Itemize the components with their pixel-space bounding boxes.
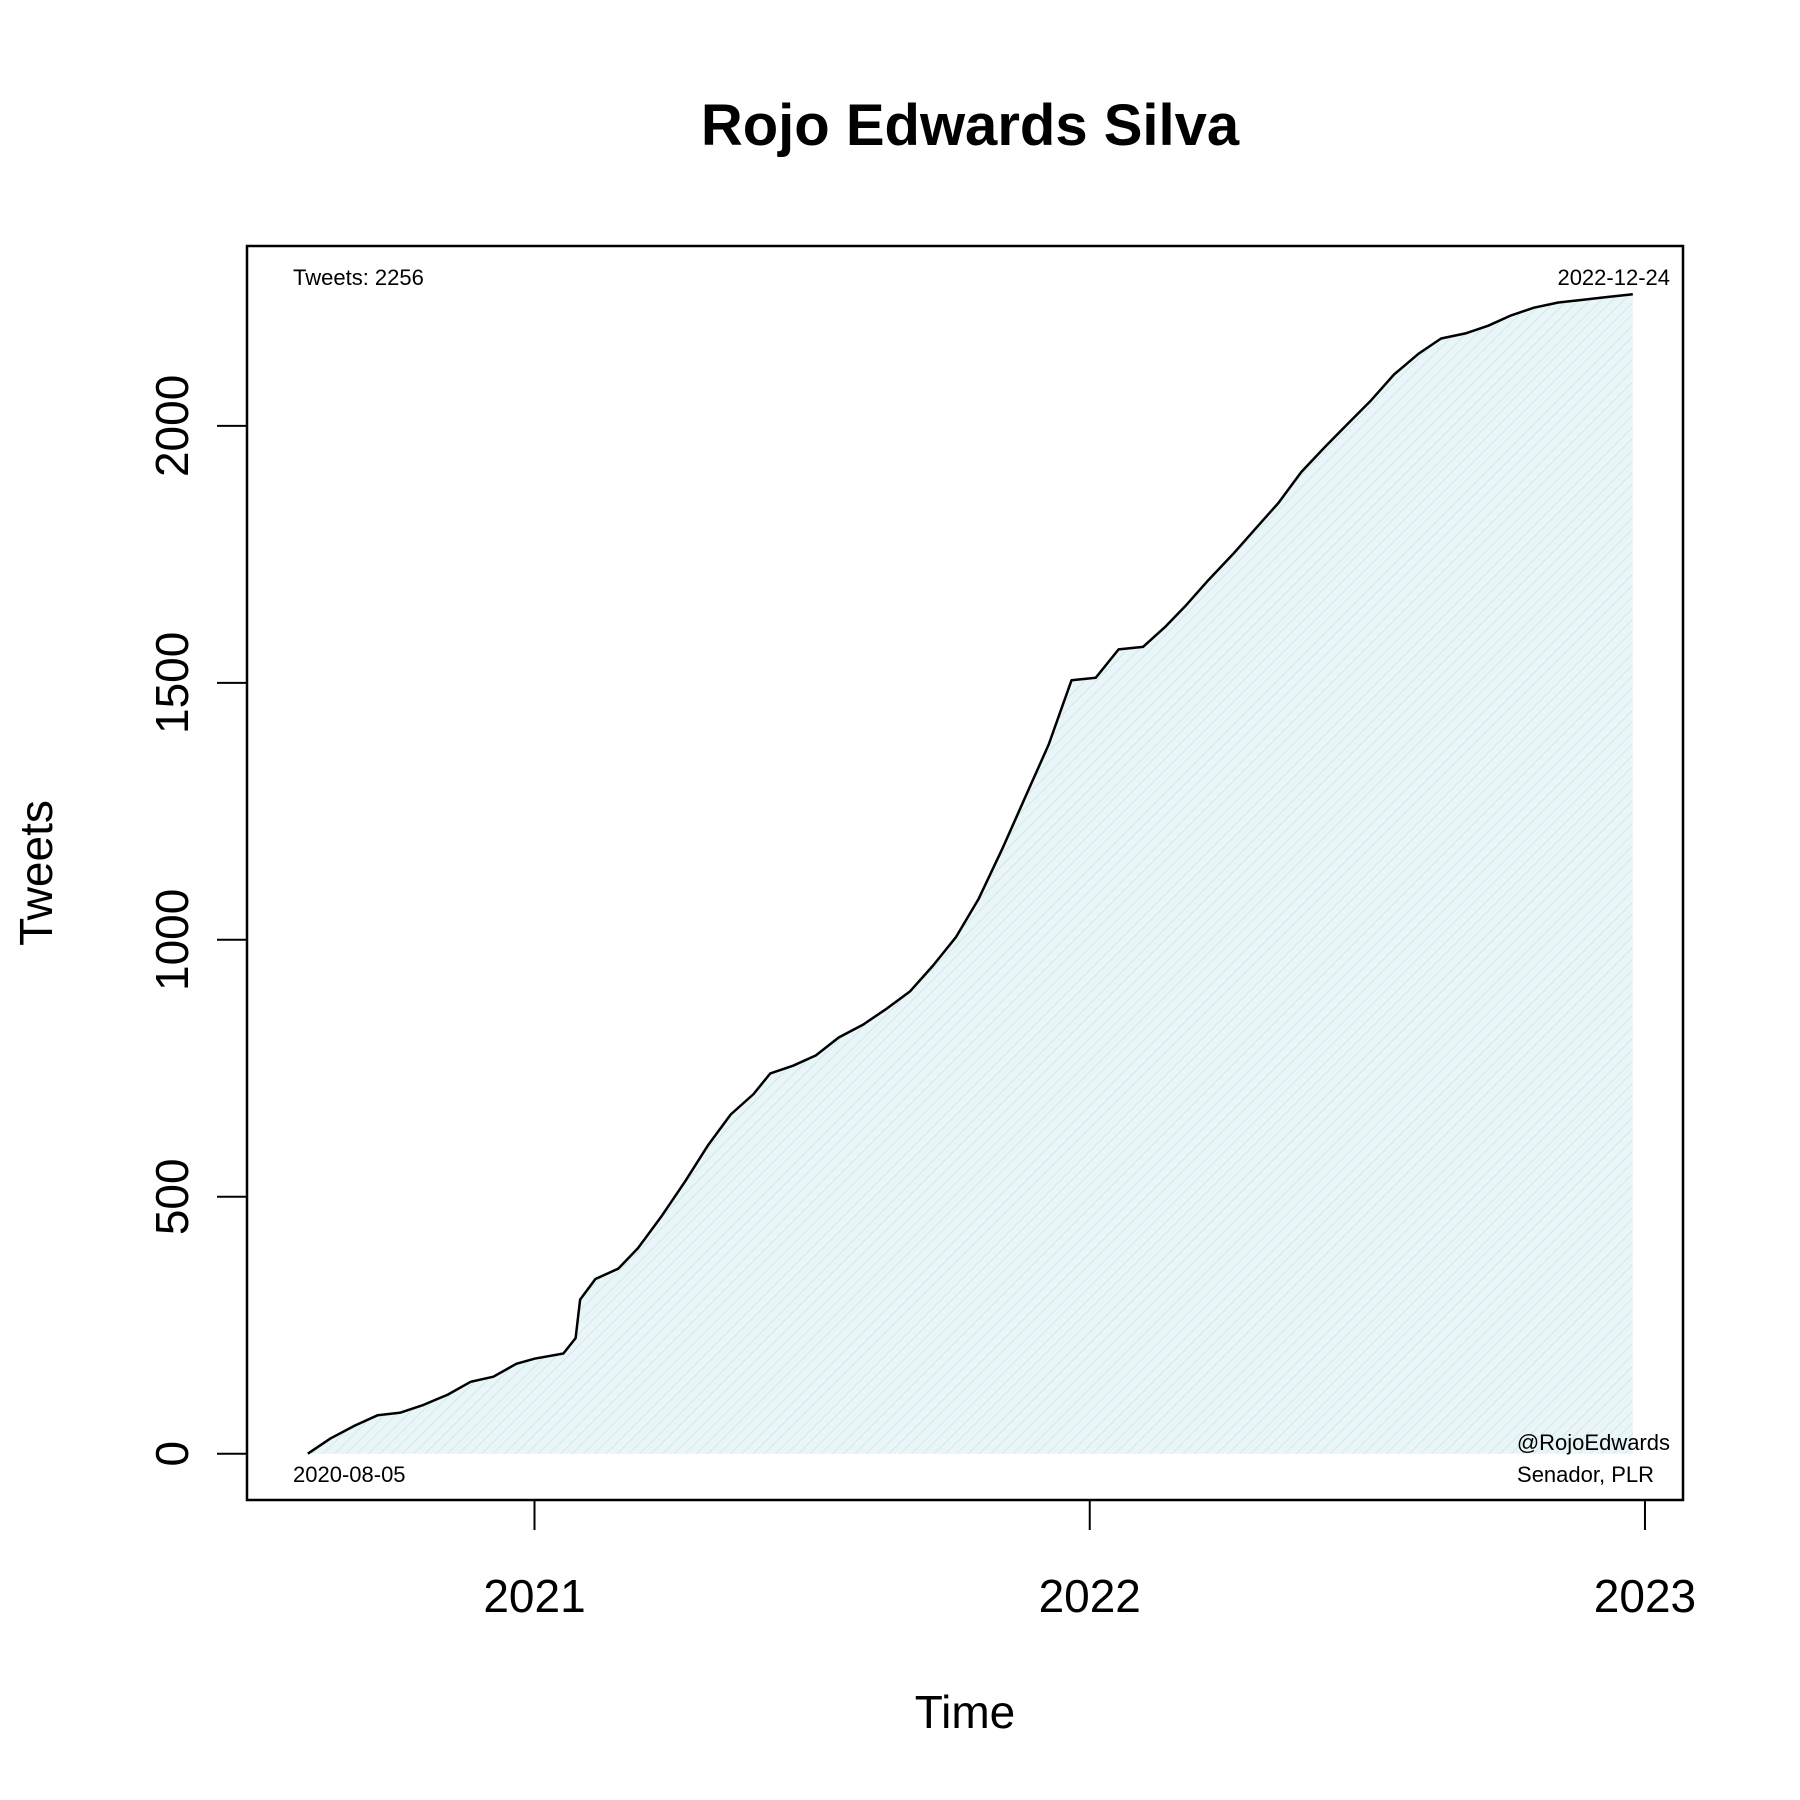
y-tick-label: 0 [146,1441,198,1467]
x-tick-label: 2022 [1039,1570,1141,1622]
cumulative-area [307,294,1633,1454]
y-tick-label: 1000 [146,889,198,991]
y-tick-label: 500 [146,1158,198,1235]
start-date-annotation: 2020-08-05 [293,1462,406,1487]
y-axis-label: Tweets [10,800,62,946]
y-tick-label: 1500 [146,632,198,734]
end-date-annotation: 2022-12-24 [1557,265,1670,290]
x-axis-label: Time [915,1686,1016,1738]
y-tick-label: 2000 [146,375,198,477]
cumulative-line [307,293,1633,1455]
x-tick-label: 2021 [483,1570,585,1622]
x-tick-label: 2023 [1594,1570,1696,1622]
tweet-count-annotation: Tweets: 2256 [293,265,424,290]
plot-frame [245,244,1685,1502]
handle-annotation: @RojoEdwards [1517,1430,1670,1455]
x-axis: 2021 2022 2023 [483,1500,1696,1622]
role-annotation: Senador, PLR [1517,1462,1654,1487]
line-layer [307,293,1633,1455]
y-axis: 0 500 1000 1500 2000 [146,375,247,1467]
chart-title: Rojo Edwards Silva [701,93,1240,158]
area-layer [307,294,1633,1454]
